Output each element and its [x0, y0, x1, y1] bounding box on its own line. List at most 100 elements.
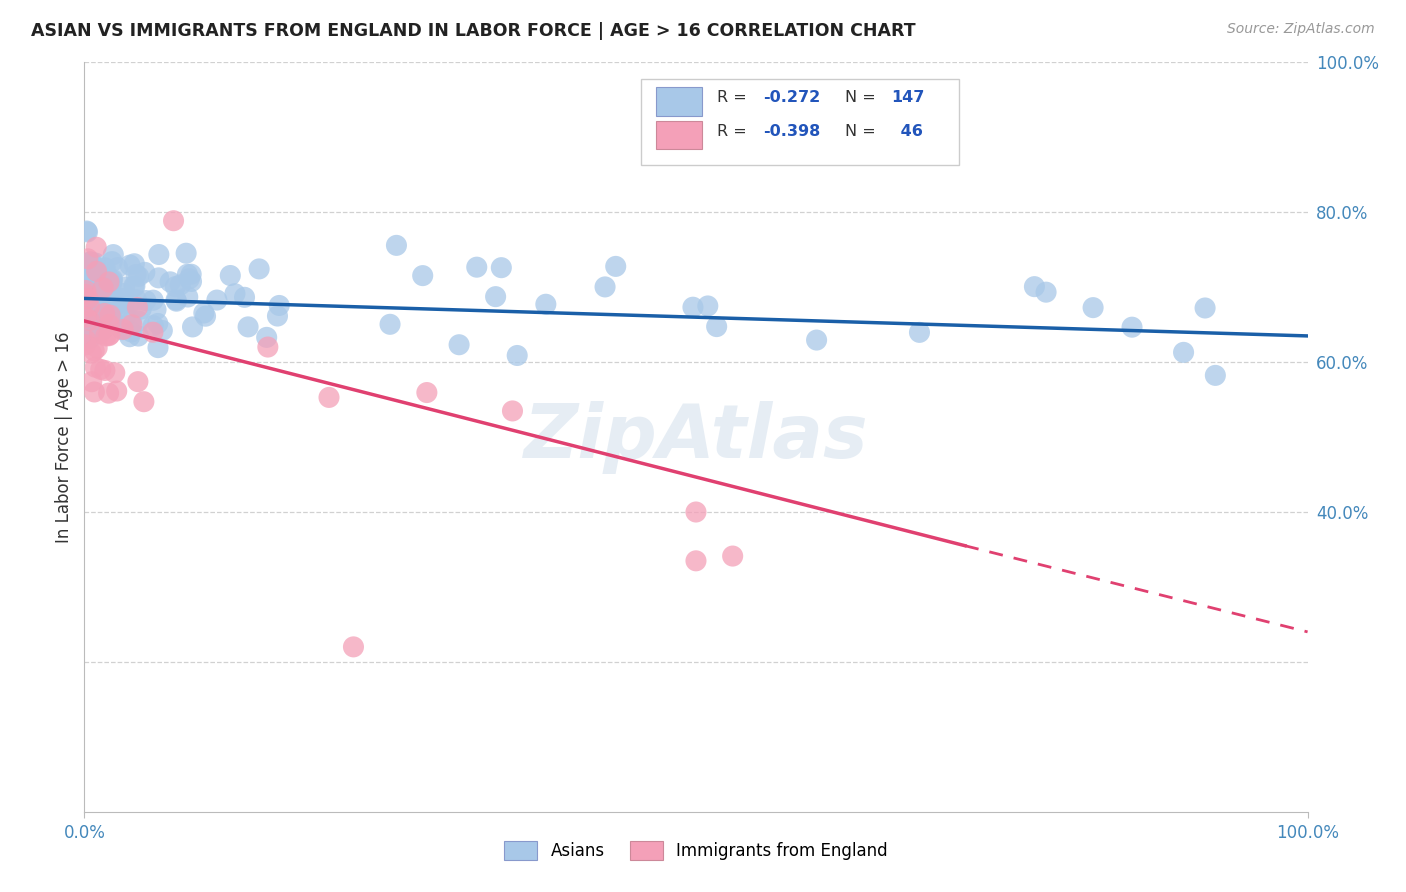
- Point: [169, 277, 191, 292]
- Point: [75, 284, 97, 298]
- Point: [1173, 345, 1195, 359]
- Point: [80, 255, 103, 269]
- Point: [87, 312, 110, 326]
- Point: [97, 386, 120, 401]
- Point: [75, 337, 97, 351]
- Point: [80, 277, 103, 292]
- Point: [98, 318, 121, 332]
- Point: [87, 303, 110, 318]
- Point: [112, 286, 135, 301]
- Point: [176, 267, 198, 281]
- Point: [122, 278, 145, 293]
- Point: [685, 505, 707, 519]
- Point: [103, 290, 125, 304]
- Point: [378, 318, 401, 332]
- Y-axis label: In Labor Force | Age > 16: In Labor Force | Age > 16: [55, 331, 73, 543]
- Point: [75, 295, 97, 310]
- Point: [86, 267, 108, 281]
- Point: [247, 261, 270, 276]
- Text: R =: R =: [717, 124, 752, 139]
- Point: [224, 286, 246, 301]
- Point: [101, 299, 124, 313]
- Point: [165, 293, 187, 307]
- Point: [108, 301, 131, 315]
- Point: [79, 299, 101, 313]
- Point: [77, 329, 100, 343]
- Point: [91, 297, 114, 311]
- Point: [103, 317, 125, 331]
- Point: [89, 326, 111, 341]
- Point: [84, 240, 107, 254]
- Point: [83, 276, 105, 290]
- Point: [94, 329, 117, 343]
- Point: [908, 326, 931, 340]
- Point: [236, 319, 259, 334]
- Point: [94, 363, 117, 377]
- Point: [385, 238, 408, 252]
- Point: [193, 306, 215, 320]
- Point: [94, 266, 117, 280]
- Point: [83, 343, 105, 358]
- Point: [180, 275, 202, 289]
- Point: [101, 254, 124, 268]
- Point: [87, 301, 110, 316]
- Point: [84, 256, 107, 270]
- Point: [75, 301, 97, 315]
- Point: [318, 391, 340, 405]
- Point: [79, 315, 101, 329]
- Point: [75, 283, 97, 297]
- Point: [75, 310, 97, 325]
- Point: [97, 328, 120, 343]
- Point: [105, 384, 128, 398]
- Point: [142, 325, 165, 339]
- Point: [104, 366, 127, 380]
- Point: [118, 330, 141, 344]
- Point: [502, 404, 524, 418]
- Point: [101, 312, 124, 326]
- Point: [84, 292, 107, 306]
- FancyBboxPatch shape: [655, 121, 702, 149]
- Point: [77, 271, 100, 285]
- Point: [506, 349, 529, 363]
- Point: [90, 362, 112, 376]
- Point: [1081, 301, 1104, 315]
- Point: [94, 260, 117, 275]
- Point: [257, 340, 280, 354]
- Point: [76, 271, 98, 285]
- Legend: Asians, Immigrants from England: Asians, Immigrants from England: [498, 835, 894, 867]
- Point: [179, 272, 201, 286]
- Point: [111, 292, 134, 306]
- Point: [76, 225, 98, 239]
- Point: [76, 272, 98, 286]
- Point: [75, 287, 97, 301]
- Point: [87, 309, 110, 323]
- Point: [79, 254, 101, 268]
- Point: [98, 327, 121, 342]
- Point: [174, 246, 197, 260]
- Point: [127, 301, 149, 315]
- Point: [77, 305, 100, 319]
- Point: [146, 341, 169, 355]
- Point: [75, 257, 97, 271]
- Point: [76, 252, 98, 266]
- Point: [93, 306, 115, 320]
- Point: [114, 309, 136, 323]
- Point: [129, 301, 152, 316]
- Point: [98, 288, 121, 302]
- Point: [80, 375, 103, 389]
- Point: [696, 299, 718, 313]
- Point: [1121, 320, 1143, 334]
- Text: -0.398: -0.398: [763, 124, 821, 139]
- Point: [96, 290, 118, 304]
- Point: [75, 311, 97, 326]
- Point: [76, 224, 98, 238]
- Point: [77, 268, 100, 283]
- Point: [97, 287, 120, 301]
- Point: [79, 255, 101, 269]
- Point: [132, 394, 155, 409]
- FancyBboxPatch shape: [655, 87, 702, 116]
- Point: [465, 260, 488, 275]
- Point: [806, 333, 828, 347]
- Point: [269, 298, 291, 312]
- Point: [127, 375, 149, 389]
